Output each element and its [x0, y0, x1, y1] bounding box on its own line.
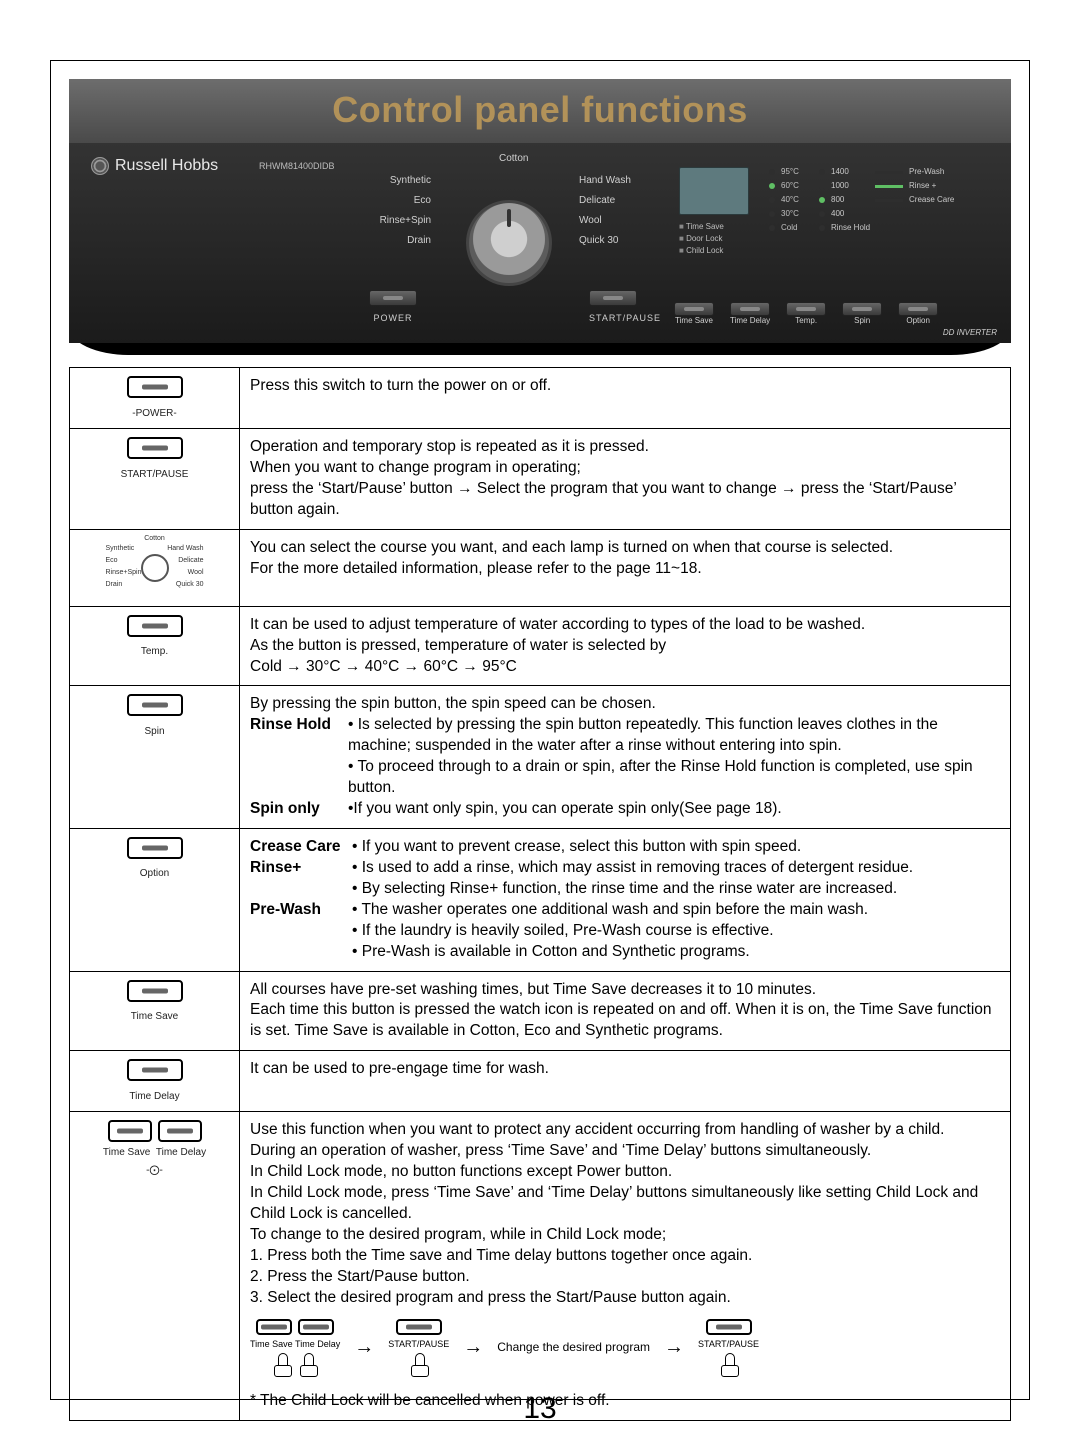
row-option-icon: Option [70, 828, 240, 971]
row-spin-icon: Spin [70, 686, 240, 829]
row-childlock-text: Use this function when you want to prote… [240, 1112, 1011, 1420]
row-power-icon: ‑POWER‑ [70, 368, 240, 429]
page-title: Control panel functions [69, 79, 1011, 143]
row-temp-text: It can be used to adjust temperature of … [240, 606, 1011, 686]
page-number: 13 [0, 1392, 1080, 1426]
functions-table: ‑POWER‑ Press this switch to turn the po… [69, 367, 1011, 1421]
model-number: RHWM81400DIDB [259, 161, 335, 171]
row-timedelay-text: It can be used to pre-engage time for wa… [240, 1051, 1011, 1112]
temp-led-column: 95°C60°C40°C30°CCold [769, 165, 807, 235]
row-power-text: Press this switch to turn the power on o… [240, 368, 1011, 429]
program-labels-right: Hand Wash Delicate Wool Quick 30 [579, 171, 659, 251]
row-startpause-text: Operation and temporary stop is repeated… [240, 429, 1011, 530]
startpause-button-graphic: START/PAUSE [589, 290, 661, 323]
childlock-mid-text: Change the desired program [497, 1340, 650, 1356]
row-childlock-icon: Time Save Time Delay ‑⨀‑ [70, 1112, 240, 1420]
lcd-status-labels: Time Save Door Lock Child Lock [679, 221, 724, 257]
option-led-column: Pre-WashRinse +Crease Care [875, 165, 954, 207]
row-option-text: Crease Care• If you want to prevent crea… [240, 828, 1011, 971]
spin-led-column: 14001000800400Rinse Hold [819, 165, 870, 235]
arrow-icon: → [463, 1334, 483, 1361]
dd-inverter-badge: DD INVERTER [943, 328, 997, 337]
row-spin-text: By pressing the spin button, the spin sp… [240, 686, 1011, 829]
brand: Russell Hobbs [91, 157, 218, 175]
power-button-graphic: POWER [369, 290, 417, 323]
row-dial-text: You can select the course you want, and … [240, 529, 1011, 606]
childlock-diagram: Time Save Time Delay → START/PAUSE → Cha… [250, 1319, 1000, 1377]
row-timedelay-icon: Time Delay [70, 1051, 240, 1112]
brand-logo-icon [91, 157, 109, 175]
panel-bottom-buttons: Time SaveTime DelayTemp.SpinOption [674, 302, 938, 325]
row-temp-icon: Temp. [70, 606, 240, 686]
program-dial-icon [466, 200, 552, 286]
arrow-icon: → [664, 1334, 684, 1361]
row-timesave-text: All courses have pre-set washing times, … [240, 971, 1011, 1051]
page-frame: Control panel functions Russell Hobbs RH… [50, 60, 1030, 1400]
arrow-icon: → [354, 1334, 374, 1361]
lcd-display-icon [679, 167, 749, 215]
row-timesave-icon: Time Save [70, 971, 240, 1051]
row-startpause-icon: START/PAUSE [70, 429, 240, 530]
brand-name: Russell Hobbs [115, 157, 218, 175]
row-dial-icon: Cotton Synthetic Eco Rinse+Spin Drain Ha… [70, 529, 240, 606]
control-panel-illustration: Russell Hobbs RHWM81400DIDB Cotton Synth… [69, 143, 1011, 355]
